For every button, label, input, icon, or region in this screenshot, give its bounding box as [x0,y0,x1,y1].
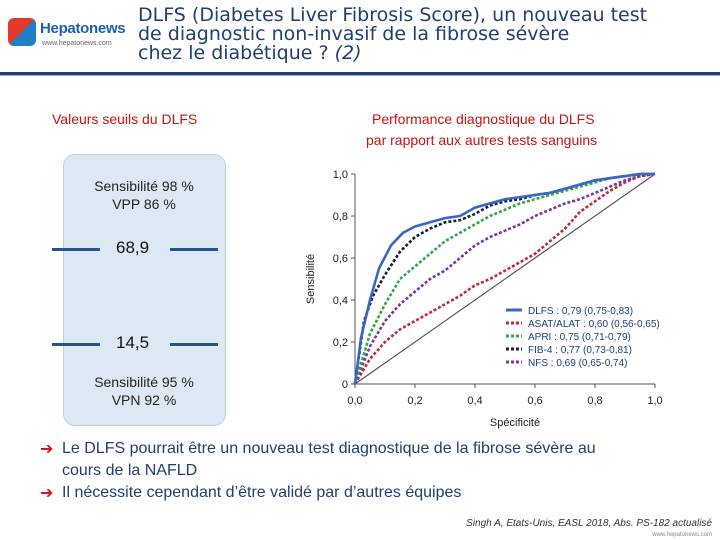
y-tick-label: 0,6 [333,253,348,265]
y-tick-label: 0,8 [333,211,348,223]
series-line-dlfs [353,172,655,385]
bullet-1: ➔ Le DLFS pourrait être un nouveau test … [40,438,710,482]
y-tick-label: 1,0 [333,169,348,181]
logo-name: Hepatonews [40,20,126,37]
citation: Singh A, Etats-Unis, EASL 2018, Abs. PS-… [466,518,712,529]
bullet-1-line-1: Le DLFS pourrait être un nouveau test di… [62,440,596,457]
threshold-high-line-left [52,248,100,251]
series-line-nfs [353,172,656,385]
bullet-2-line-1: Il nécessite cependant d’être validé par… [62,484,462,501]
title-line-3-text: chez le diabétique ? [138,42,335,64]
panel-bottom-sensitivity: Sensibilité 95 % [94,374,194,390]
series-line-asat-alat [353,172,656,385]
right-subheading: par rapport aux autres tests sanguins [366,132,598,148]
threshold-low-label: 14,5 [116,333,150,352]
threshold-panel [63,154,226,426]
y-tick-label: 0 [342,379,348,391]
panel-bottom-text: Sensibilité 95 % VPN 92 % [54,373,234,409]
x-axis-label: Spécificité [490,417,540,429]
left-heading: Valeurs seuils du DLFS [52,111,198,127]
y-tick-label: 0,4 [333,295,348,307]
panel-bottom-npv: VPN 92 % [111,392,177,408]
bullet-2: ➔ Il nécessite cependant d’être validé p… [40,482,710,504]
title-line-2: de diagnostic non-invasif de la fibrose … [138,23,570,45]
title-line-3: chez le diabétique ? (2) [138,44,718,63]
logo-icon [8,18,36,46]
panel-top-sensitivity: Sensibilité 98 % [94,178,194,194]
legend-label-asat-alat: ASAT/ALAT : 0,60 (0,56-0,65) [528,319,660,330]
x-tick-label: 0,0 [347,395,362,407]
bullet-1-line-2: cours de la NAFLD [62,462,198,479]
threshold-low-line-right [170,343,218,346]
x-tick-label: 0,4 [467,395,482,407]
x-tick-label: 1,0 [647,395,662,407]
roc-chart: 0,0 0,2 0,4 0,6 0,8 1,0 0 0,2 0,4 0,6 0,8 1,0 Spécif… [305,169,663,429]
legend-label-fib-4: FIB-4 : 0,77 (0,73-0,81) [528,345,632,356]
right-heading: Performance diagnostique du DLFS [372,111,595,127]
panel-top-text: Sensibilité 98 % VPP 86 % [54,177,234,213]
x-tick-label: 0,6 [527,395,542,407]
x-tick-label: 0,8 [587,395,602,407]
title-reference: (2) [334,42,362,64]
footer-url: www.hepatonews.com [652,532,712,538]
arrow-right-icon: ➔ [40,439,54,458]
legend-label-apri: APRI : 0,75 (0,71-0,79) [528,332,631,343]
header-rule [0,72,720,75]
x-tick-label: 0,2 [407,395,422,407]
panel-top-ppv: VPP 86 % [112,196,176,212]
arrow-right-icon: ➔ [40,483,54,502]
title-line-1: DLFS (Diabetes Liver Fibrosis Score), un… [138,4,648,26]
legend-label-nfs: NFS : 0,69 (0,65-0,74) [528,358,628,369]
series-line-reference [354,173,656,385]
threshold-high-label: 68,9 [116,238,150,257]
logo-url: www.hepatonews.com [42,40,112,47]
y-tick-label: 0,2 [333,337,348,349]
threshold-high-line-right [170,248,218,251]
header-rule-accent [0,75,720,76]
legend-label-dlfs: DLFS : 0,79 (0,75-0,83) [528,306,633,317]
threshold-low-line-left [52,343,100,346]
y-axis-label: Sensibilité [305,254,317,304]
conclusion-bullets: ➔ Le DLFS pourrait être un nouveau test … [40,438,710,504]
header: Hepatonews www.hepatonews.com DLFS (Diab… [0,0,720,72]
logo[interactable]: Hepatonews www.hepatonews.com [8,14,128,60]
page-title: DLFS (Diabetes Liver Fibrosis Score), un… [138,6,718,63]
